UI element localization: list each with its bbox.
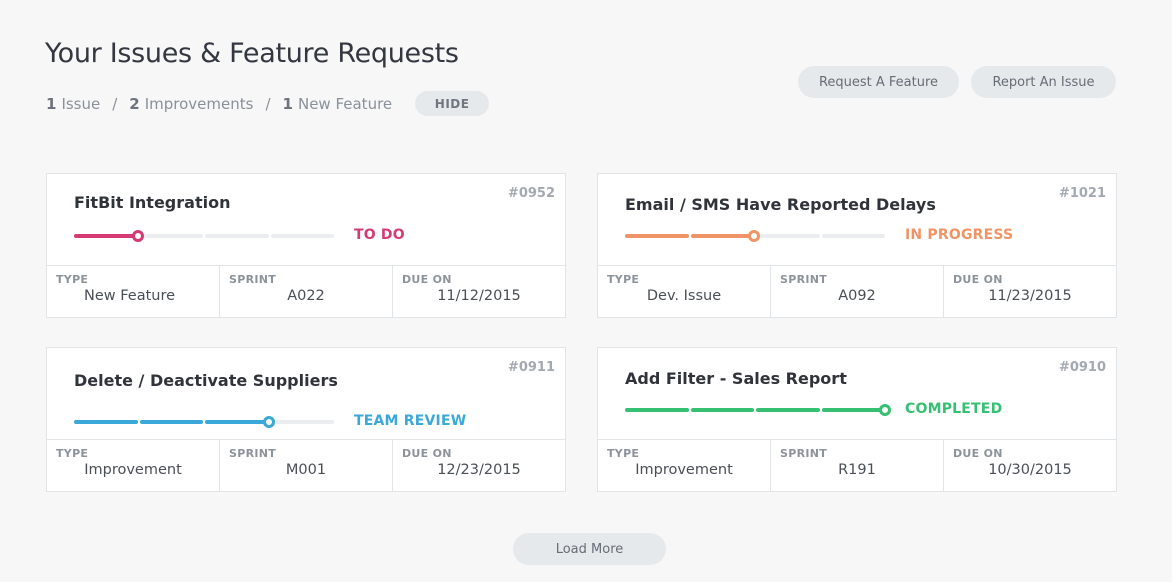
- load-more-button[interactable]: Load More: [513, 533, 666, 565]
- progress-segment: [756, 234, 820, 238]
- progress-track: [625, 408, 885, 412]
- report-issue-button[interactable]: Report An Issue: [971, 66, 1116, 98]
- sprint-cell: SPRINT R191: [771, 440, 944, 491]
- type-cell: TYPE Improvement: [598, 440, 771, 491]
- type-label: TYPE: [607, 447, 640, 460]
- sprint-value: R191: [838, 462, 876, 478]
- issue-meta: TYPE Dev. Issue SPRINT A092 DUE ON 11/23…: [598, 265, 1116, 317]
- due-cell: DUE ON 10/30/2015: [944, 440, 1116, 491]
- progress-segment: [74, 234, 138, 238]
- type-value: New Feature: [84, 288, 176, 304]
- sprint-value: M001: [285, 462, 327, 478]
- progress-segment: [821, 408, 885, 412]
- sprint-cell: SPRINT A092: [771, 266, 944, 317]
- issue-card[interactable]: #0910 Add Filter - Sales Report COMPLETE…: [597, 347, 1117, 492]
- due-value: 11/12/2015: [437, 288, 521, 304]
- progress-knob: [748, 230, 760, 242]
- status-label: COMPLETED: [905, 401, 1003, 417]
- issue-number: #0911: [507, 360, 555, 375]
- progress-segment: [205, 234, 269, 238]
- due-value: 11/23/2015: [988, 288, 1072, 304]
- type-label: TYPE: [56, 447, 89, 460]
- issue-number: #1021: [1058, 186, 1106, 201]
- page-title: Your Issues & Feature Requests: [45, 38, 459, 69]
- summary-issues-label: Issue: [61, 94, 101, 113]
- progress-segment: [205, 420, 269, 424]
- sprint-label: SPRINT: [229, 447, 277, 460]
- issue-number: #0910: [1058, 360, 1106, 375]
- summary-new-features[interactable]: 1 New Feature: [283, 95, 393, 113]
- progress-segment: [270, 234, 334, 238]
- due-label: DUE ON: [953, 273, 1003, 286]
- due-cell: DUE ON 12/23/2015: [393, 440, 565, 491]
- issue-number: #0952: [507, 186, 555, 201]
- issue-title[interactable]: Delete / Deactivate Suppliers: [74, 371, 338, 390]
- progress-segment: [139, 234, 203, 238]
- sprint-value: A022: [287, 288, 325, 304]
- issue-meta: TYPE Improvement SPRINT R191 DUE ON 10/3…: [598, 439, 1116, 491]
- sprint-cell: SPRINT A022: [220, 266, 393, 317]
- hide-button[interactable]: HIDE: [415, 91, 490, 116]
- due-label: DUE ON: [402, 447, 452, 460]
- due-label: DUE ON: [402, 273, 452, 286]
- due-value: 10/30/2015: [988, 462, 1072, 478]
- issue-card[interactable]: #0911 Delete / Deactivate Suppliers TEAM…: [46, 347, 566, 492]
- status-label: TEAM REVIEW: [354, 413, 467, 429]
- due-label: DUE ON: [953, 447, 1003, 460]
- due-value: 12/23/2015: [437, 462, 521, 478]
- summary-separator: /: [265, 94, 271, 113]
- progress-segment: [625, 234, 689, 238]
- issue-title[interactable]: FitBit Integration: [74, 193, 231, 212]
- sprint-value: A092: [838, 288, 876, 304]
- issue-title[interactable]: Add Filter - Sales Report: [625, 369, 847, 388]
- issue-card[interactable]: #1021 Email / SMS Have Reported Delays I…: [597, 173, 1117, 318]
- status-label: IN PROGRESS: [905, 227, 1014, 243]
- issue-card[interactable]: #0952 FitBit Integration TO DO TYPE New …: [46, 173, 566, 318]
- progress-segment: [625, 408, 689, 412]
- progress-track: [74, 420, 334, 424]
- progress-knob: [262, 416, 275, 428]
- progress-track: [74, 234, 334, 238]
- progress-segment: [690, 234, 754, 238]
- sprint-cell: SPRINT M001: [220, 440, 393, 491]
- progress-knob: [879, 404, 891, 416]
- summary-separator: /: [112, 94, 118, 113]
- type-cell: TYPE Dev. Issue: [598, 266, 771, 317]
- progress-segment: [270, 420, 334, 424]
- progress-segment: [139, 420, 203, 424]
- issue-title[interactable]: Email / SMS Have Reported Delays: [625, 195, 936, 214]
- progress-knob: [131, 230, 144, 242]
- type-cell: TYPE New Feature: [47, 266, 220, 317]
- summary-improvements[interactable]: 2 Improvements: [129, 95, 253, 113]
- issue-meta: TYPE Improvement SPRINT M001 DUE ON 12/2…: [47, 439, 565, 491]
- status-label: TO DO: [354, 227, 405, 243]
- sprint-label: SPRINT: [780, 447, 828, 460]
- progress-segment: [756, 408, 820, 412]
- type-value: Improvement: [635, 462, 733, 478]
- type-value: Improvement: [84, 462, 182, 478]
- due-cell: DUE ON 11/12/2015: [393, 266, 565, 317]
- sprint-label: SPRINT: [780, 273, 828, 286]
- type-label: TYPE: [56, 273, 89, 286]
- due-cell: DUE ON 11/23/2015: [944, 266, 1116, 317]
- progress-segment: [821, 234, 885, 238]
- summary-issues-count: 1: [46, 94, 57, 113]
- type-label: TYPE: [607, 273, 640, 286]
- summary-improvements-count: 2: [129, 94, 140, 113]
- progress-track: [625, 234, 885, 238]
- type-cell: TYPE Improvement: [47, 440, 220, 491]
- request-feature-button[interactable]: Request A Feature: [798, 66, 959, 98]
- summary-improvements-label: Improvements: [144, 94, 254, 113]
- summary-new-features-label: New Feature: [297, 94, 393, 113]
- sprint-label: SPRINT: [229, 273, 277, 286]
- summary-issues[interactable]: 1 Issue: [46, 95, 100, 113]
- type-value: Dev. Issue: [646, 288, 722, 304]
- summary-new-features-count: 1: [282, 94, 293, 113]
- progress-segment: [74, 420, 138, 424]
- progress-segment: [690, 408, 754, 412]
- issue-summary: 1 Issue / 2 Improvements / 1 New Feature…: [46, 91, 490, 116]
- issue-meta: TYPE New Feature SPRINT A022 DUE ON 11/1…: [47, 265, 565, 317]
